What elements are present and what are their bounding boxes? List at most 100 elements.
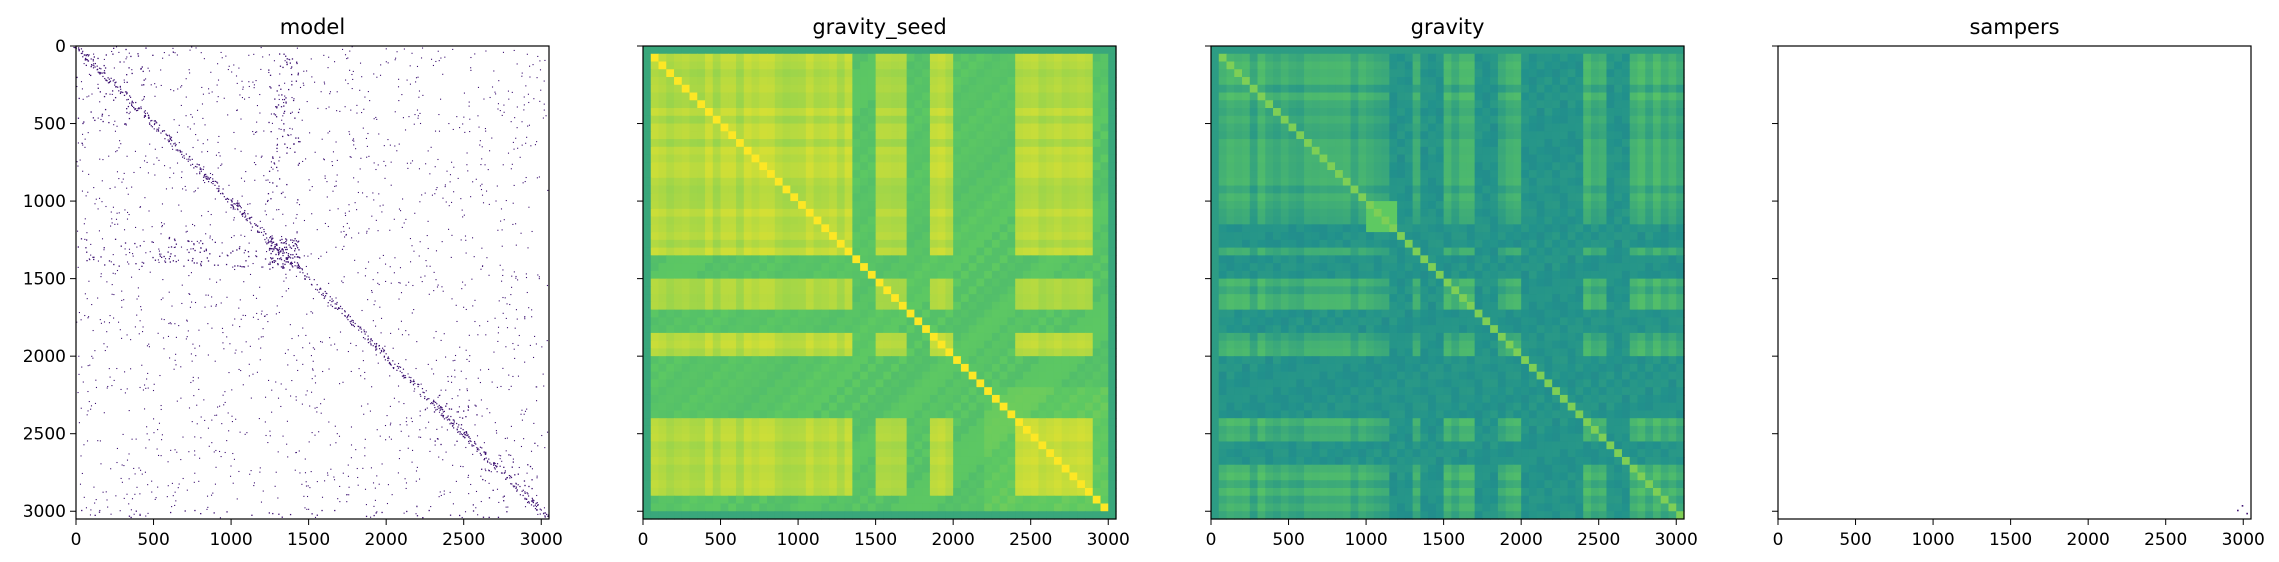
nonzero-dot xyxy=(344,214,347,217)
nonzero-dot xyxy=(425,260,427,262)
heatmap-cell xyxy=(867,69,877,78)
nonzero-dot xyxy=(294,238,296,240)
nonzero-dot xyxy=(105,205,107,208)
heatmap-cell xyxy=(1046,216,1055,225)
heatmap-cell xyxy=(867,146,877,156)
nonzero-dot xyxy=(171,305,173,307)
heatmap-cell xyxy=(643,53,652,63)
nonzero-dot xyxy=(92,256,94,258)
nonzero-dot xyxy=(261,310,263,312)
heatmap-cell xyxy=(953,115,962,125)
nonzero-dot xyxy=(278,251,280,253)
nonzero-dot xyxy=(339,485,341,487)
nonzero-dot xyxy=(180,86,182,88)
heatmap-cell xyxy=(821,239,830,249)
nonzero-dot xyxy=(85,247,87,249)
nonzero-dot xyxy=(337,308,339,310)
nonzero-dot xyxy=(441,415,444,417)
nonzero-dot xyxy=(295,217,297,219)
nonzero-dot xyxy=(277,263,279,265)
heatmap-cell xyxy=(720,232,729,241)
nonzero-dot xyxy=(236,208,239,210)
nonzero-dot xyxy=(260,47,262,49)
nonzero-dot xyxy=(160,222,163,224)
nonzero-dot xyxy=(156,157,158,159)
heatmap-cell xyxy=(697,193,706,202)
heatmap-cell xyxy=(767,108,776,117)
nonzero-dot xyxy=(129,95,131,97)
heatmap-cell xyxy=(829,286,838,295)
heatmap-cell xyxy=(759,61,768,70)
heatmap-cell xyxy=(782,61,791,70)
heatmap-cell xyxy=(782,123,791,132)
nonzero-dot xyxy=(486,190,488,192)
nonzero-dot xyxy=(320,255,322,257)
nonzero-dot xyxy=(113,317,115,319)
heatmap-cell xyxy=(960,69,970,78)
nonzero-dot xyxy=(323,297,325,300)
heatmap-cell xyxy=(805,115,815,125)
nonzero-dot xyxy=(247,251,250,253)
nonzero-dot xyxy=(217,79,220,81)
nonzero-dot xyxy=(291,96,293,99)
heatmap-cell xyxy=(1069,170,1078,179)
heatmap-cell xyxy=(666,286,675,295)
nonzero-dot xyxy=(510,385,512,387)
heatmap-cell xyxy=(852,123,861,132)
heatmap-cell xyxy=(767,131,776,140)
heatmap-cell xyxy=(844,131,853,140)
nonzero-dot xyxy=(211,442,213,444)
heatmap-cell xyxy=(883,278,892,287)
heatmap-cell xyxy=(1061,185,1071,194)
heatmap-cell xyxy=(968,92,978,101)
nonzero-dot xyxy=(165,188,168,190)
nonzero-dot xyxy=(281,235,283,238)
nonzero-dot xyxy=(545,115,547,117)
nonzero-dot xyxy=(334,61,336,63)
heatmap-cell xyxy=(767,286,776,295)
heatmap-cell xyxy=(1030,123,1040,132)
nonzero-dot xyxy=(381,511,383,514)
nonzero-dot xyxy=(297,241,299,243)
heatmap-cell xyxy=(1022,208,1032,218)
nonzero-dot xyxy=(231,199,233,202)
nonzero-dot xyxy=(306,495,309,498)
nonzero-dot xyxy=(426,399,428,401)
nonzero-dot xyxy=(370,344,372,346)
heatmap-cell xyxy=(937,170,947,179)
nonzero-dot xyxy=(379,74,382,76)
nonzero-dot xyxy=(386,415,388,417)
nonzero-dot xyxy=(260,313,263,315)
heatmap-cell xyxy=(1007,139,1016,148)
nonzero-dot xyxy=(367,132,369,135)
nonzero-dot xyxy=(459,433,461,435)
heatmap-cell xyxy=(976,193,985,202)
nonzero-dot xyxy=(346,316,349,318)
heatmap-cell xyxy=(1007,239,1016,249)
heatmap-cell xyxy=(1077,84,1086,94)
nonzero-dot xyxy=(436,408,438,411)
heatmap-cell xyxy=(1084,100,1094,109)
nonzero-dot xyxy=(125,93,128,95)
heatmap-cell xyxy=(650,123,660,132)
nonzero-dot xyxy=(172,51,174,53)
nonzero-dot xyxy=(547,189,549,191)
heatmap-cell xyxy=(658,115,667,125)
nonzero-dot xyxy=(241,266,243,268)
heatmap-cell xyxy=(922,278,931,287)
nonzero-dot xyxy=(450,415,452,418)
heatmap-cell xyxy=(844,170,853,179)
nonzero-dot xyxy=(85,195,87,197)
heatmap-cell xyxy=(705,139,714,148)
heatmap-cell xyxy=(891,263,900,272)
nonzero-dot xyxy=(403,374,405,376)
nonzero-dot xyxy=(412,380,414,383)
nonzero-dot xyxy=(179,150,181,152)
heatmap-cell xyxy=(906,232,915,241)
heatmap-cell xyxy=(813,146,822,156)
heatmap-cell xyxy=(767,232,776,241)
heatmap-cell xyxy=(999,154,1009,163)
heatmap-cell xyxy=(852,294,861,303)
nonzero-dot xyxy=(236,202,239,204)
nonzero-dot xyxy=(119,86,121,88)
